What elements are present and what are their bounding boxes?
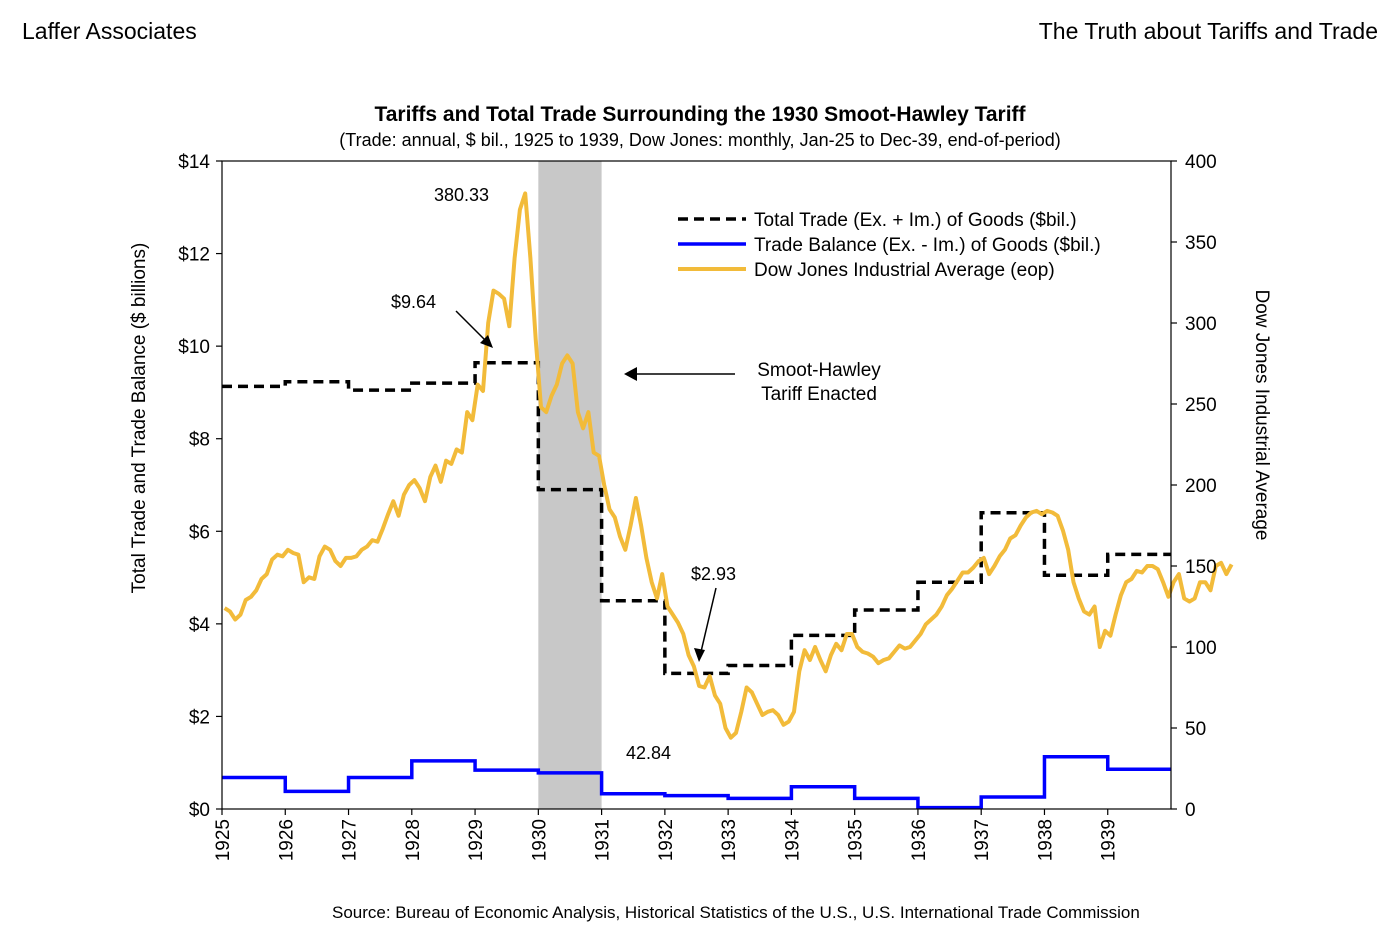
annotation-trade-peak: $9.64 <box>391 292 436 312</box>
series-dow-jones <box>223 191 1234 740</box>
x-tick-label: 1929 <box>466 819 487 861</box>
y-right-tick-label: 300 <box>1185 314 1217 335</box>
series-total-trade <box>222 361 1171 676</box>
y-right-tick-label: 200 <box>1185 476 1217 497</box>
chart-title: Tariffs and Total Trade Surrounding the … <box>374 103 1026 126</box>
y-left-tick-label: $12 <box>178 245 210 266</box>
shaded-tariff-period <box>538 161 602 809</box>
y-right-tick-label: 400 <box>1185 152 1217 173</box>
axes <box>216 160 1177 815</box>
y-left-tick-label: $4 <box>189 615 211 636</box>
annotation-smoot-hawley-line1: Smoot-Hawley <box>757 360 881 381</box>
y-right-tick-label: 50 <box>1185 719 1206 740</box>
plot-frame <box>221 160 1172 810</box>
chart: Tariffs and Total Trade Surrounding the … <box>129 103 1272 861</box>
arrow-trade-low <box>699 587 717 657</box>
x-tick-label: 1933 <box>719 819 740 861</box>
header-left: Laffer Associates <box>22 18 197 44</box>
annotation-smoot-hawley-line2: Tariff Enacted <box>761 384 877 405</box>
legend-label-trade-balance: Trade Balance (Ex. - Im.) of Goods ($bil… <box>754 235 1101 256</box>
x-tick-label: 1934 <box>782 819 803 862</box>
y-left-tick-label: $8 <box>189 430 210 451</box>
y-axis-right-label: Dow Jones Industrial Average <box>1251 289 1272 540</box>
y-left-tick-label: $14 <box>178 152 210 173</box>
tick-labels: $0 $2 $4 $6 $8 $10 $12 $14 0 50 100 150 200 250 300 350… <box>178 152 1216 861</box>
y-left-tick-label: $2 <box>189 707 210 728</box>
source-note: Source: Bureau of Economic Analysis, His… <box>332 903 1140 922</box>
y-right-tick-label: 100 <box>1185 638 1217 659</box>
annotation-dow-peak: 380.33 <box>434 185 489 205</box>
annotation-trade-low: $2.93 <box>691 564 736 584</box>
x-tick-label: 1930 <box>529 819 550 861</box>
arrowhead-trade-peak <box>480 335 493 348</box>
x-tick-label: 1938 <box>1035 819 1056 861</box>
x-tick-label: 1926 <box>276 819 297 861</box>
y-left-tick-label: $10 <box>178 337 210 358</box>
x-tick-label: 1927 <box>340 819 361 861</box>
y-left-tick-label: $6 <box>189 522 210 543</box>
y-left-tick-label: $0 <box>189 800 210 821</box>
x-tick-label: 1935 <box>846 819 867 861</box>
x-tick-label: 1932 <box>656 819 677 861</box>
y-right-tick-label: 250 <box>1185 395 1217 416</box>
x-tick-label: 1939 <box>1099 819 1120 861</box>
x-tick-label: 1936 <box>909 819 930 861</box>
arrowhead-smoot-hawley <box>624 367 637 381</box>
y-right-tick-label: 350 <box>1185 233 1217 254</box>
legend: Total Trade (Ex. + Im.) of Goods ($bil.)… <box>678 210 1101 281</box>
legend-label-total-trade: Total Trade (Ex. + Im.) of Goods ($bil.) <box>754 210 1077 231</box>
annotation-dow-low: 42.84 <box>626 743 671 763</box>
series-trade-balance <box>222 754 1171 810</box>
chart-subtitle: (Trade: annual, $ bil., 1925 to 1939, Do… <box>339 130 1060 150</box>
header-right: The Truth about Tariffs and Trade <box>1038 18 1378 44</box>
y-right-tick-label: 0 <box>1185 800 1196 821</box>
x-tick-label: 1928 <box>403 819 424 861</box>
legend-label-dow-jones: Dow Jones Industrial Average (eop) <box>754 260 1055 281</box>
x-tick-label: 1925 <box>213 819 234 861</box>
arrowhead-trade-low <box>694 648 705 662</box>
x-tick-label: 1937 <box>972 819 993 861</box>
y-axis-left-label: Total Trade and Trade Balance ($ billion… <box>129 243 150 594</box>
y-right-tick-label: 150 <box>1185 557 1217 578</box>
x-tick-label: 1931 <box>593 819 614 861</box>
